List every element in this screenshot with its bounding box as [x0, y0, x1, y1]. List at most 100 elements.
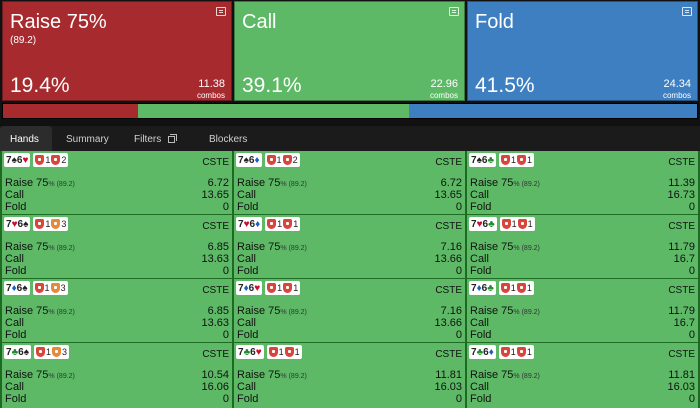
fold-label: Fold — [470, 329, 492, 341]
shield-icon — [516, 283, 526, 293]
hand-label: 7 ♠ 6 ♦ — [236, 153, 262, 167]
hand-cell[interactable]: 7 ♦ 6 ♣ 1 1 CSTE Raise 75% (89.2) 11.79 Call 16.7 F… — [467, 279, 698, 342]
tab-blockers[interactable]: Blockers — [199, 126, 257, 151]
fold-row: Fold 0 — [5, 393, 229, 405]
raise-row: Raise 75% (89.2) 11.81 — [237, 369, 462, 381]
fold-ev: 0 — [455, 329, 462, 341]
hand-cell[interactable]: 7 ♥ 6 ♣ 1 1 CSTE Raise 75% (89.2) 11.79 Call 16.7 F… — [467, 215, 698, 278]
card-suit: ♣ — [243, 346, 251, 358]
hand-cell[interactable]: 7 ♣ 6 ♥ 1 1 CSTE Raise 75% (89.2) 11.81 Call 16.03… — [234, 343, 465, 408]
fold-row: Fold 0 — [5, 329, 229, 341]
card-rank: 7 — [238, 346, 244, 358]
card-suit: ♥ — [22, 154, 29, 166]
blocker-count: 1 — [293, 219, 299, 229]
blocker-count: 1 — [276, 155, 282, 165]
fold-row: Fold 0 — [5, 201, 229, 213]
hand-label: 7 ♦ 6 ♥ — [236, 281, 263, 295]
call-ev: 16.7 — [673, 253, 695, 265]
card-suit: ♠ — [23, 218, 29, 230]
card-rank: 7 — [6, 282, 12, 294]
fold-row: Fold 0 — [470, 201, 695, 213]
raise-row: Raise 75% (89.2) 10.54 — [5, 369, 229, 381]
shield-icon — [283, 219, 293, 229]
card-menu-icon[interactable] — [449, 7, 459, 16]
card-menu-icon[interactable] — [682, 7, 692, 16]
hand-label: 7 ♦ 6 ♠ — [4, 281, 30, 295]
call-row: Call 16.06 — [5, 381, 229, 393]
cste-tag: CSTE — [435, 221, 462, 232]
card-suit: ♦ — [255, 218, 261, 230]
raise-size-label: % (89.2) — [48, 245, 75, 252]
fold-row: Fold 0 — [237, 393, 462, 405]
shield-icon — [50, 283, 60, 293]
shield-icon — [500, 283, 510, 293]
card-rank: 6 — [248, 154, 255, 166]
hand-cell[interactable]: 7 ♣ 6 ♠ 1 3 CSTE Raise 75% (89.2) 10.54 Call 16.06… — [2, 343, 232, 408]
hand-cell[interactable]: 7 ♦ 6 ♠ 1 3 CSTE Raise 75% (89.2) 6.85 Call 13.63 F… — [2, 279, 232, 342]
action-frequency: 39.1% — [242, 74, 302, 97]
raise-ev: 6.72 — [440, 177, 462, 189]
call-row: Call 13.63 — [5, 253, 229, 265]
tab-hands[interactable]: Hands — [0, 126, 52, 151]
call-label: Call — [470, 317, 489, 329]
action-title: Raise 75% — [10, 11, 107, 33]
action-card-fold[interactable]: Fold 41.5% 24.34 combos — [467, 1, 698, 101]
raise-label: Raise 75 — [5, 369, 49, 381]
shield-icon — [35, 155, 45, 165]
raise-row: Raise 75% (89.2) 11.79 — [470, 305, 695, 317]
hand-cell[interactable]: 7 ♥ 6 ♦ 1 1 CSTE Raise 75% (89.2) 7.16 Call 13.66 F… — [234, 215, 465, 278]
raise-ev: 11.79 — [668, 305, 695, 317]
frequency-segment-call — [137, 104, 409, 118]
raise-row: Raise 75% (89.2) 11.81 — [470, 369, 695, 381]
shield-icon — [36, 347, 45, 357]
shield-icon — [282, 155, 292, 165]
card-suit: ♣ — [487, 282, 494, 294]
card-suit: ♠ — [22, 282, 28, 294]
shield-icon — [267, 283, 277, 293]
fold-label: Fold — [237, 393, 259, 405]
fold-row: Fold 0 — [237, 265, 462, 277]
hands-grid: 7 ♠ 6 ♥ 1 2 CSTE Raise 75% (89.2) 6.72 Call 13.65 F… — [0, 151, 700, 408]
call-label: Call — [470, 253, 489, 265]
action-card-raise[interactable]: Raise 75% (89.2) 19.4% 11.38 combos — [2, 1, 232, 101]
card-rank: 6 — [16, 282, 23, 294]
hand-header: 7 ♠ 6 ♣ 1 1 — [469, 153, 535, 167]
card-rank: 7 — [6, 154, 12, 166]
tab-summary[interactable]: Summary — [56, 126, 119, 151]
hand-cell[interactable]: 7 ♠ 6 ♣ 1 1 CSTE Raise 75% (89.2) 11.39 Call 16.73… — [467, 151, 698, 214]
fold-ev: 0 — [455, 201, 462, 213]
hand-cell[interactable]: 7 ♥ 6 ♠ 1 3 CSTE Raise 75% (89.2) 6.85 Call 13.63 F… — [2, 215, 232, 278]
tab-filters[interactable]: Filters — [124, 126, 185, 151]
hand-cell[interactable]: 7 ♣ 6 ♦ 1 1 CSTE Raise 75% (89.2) 11.81 Call 16.03… — [467, 343, 698, 408]
hand-cell[interactable]: 7 ♠ 6 ♦ 1 2 CSTE Raise 75% (89.2) 6.72 Call 13.65 F… — [234, 151, 465, 214]
action-card-call[interactable]: Call 39.1% 22.96 combos — [234, 1, 465, 101]
combos-label: combos — [662, 91, 691, 100]
card-suit: ♦ — [11, 282, 17, 294]
shield-icon — [283, 283, 293, 293]
hand-cell[interactable]: 7 ♦ 6 ♥ 1 1 CSTE Raise 75% (89.2) 7.16 Call 13.66 F… — [234, 279, 465, 342]
fold-ev: 0 — [222, 393, 229, 405]
raise-row: Raise 75% (89.2) 6.72 — [5, 177, 229, 189]
fold-label: Fold — [470, 265, 492, 277]
call-row: Call 16.73 — [470, 189, 695, 201]
call-label: Call — [5, 381, 24, 393]
tab-label: Blockers — [209, 134, 248, 145]
blocker-count: 1 — [277, 283, 283, 293]
copy-icon[interactable] — [168, 134, 178, 143]
fold-row: Fold 0 — [237, 329, 462, 341]
fold-ev: 0 — [222, 201, 229, 213]
hand-cell[interactable]: 7 ♠ 6 ♥ 1 2 CSTE Raise 75% (89.2) 6.72 Call 13.65 F… — [2, 151, 232, 214]
blocker-count: 1 — [527, 219, 533, 229]
blocker-count: 1 — [277, 219, 283, 229]
call-row: Call 13.65 — [237, 189, 462, 201]
call-ev: 13.66 — [434, 317, 462, 329]
card-menu-icon[interactable] — [216, 7, 226, 16]
hand-header: 7 ♣ 6 ♥ 1 1 — [236, 345, 302, 359]
card-suit: ♦ — [488, 346, 494, 358]
raise-size-label: % (89.2) — [513, 373, 540, 380]
hand-header: 7 ♦ 6 ♣ 1 1 — [469, 281, 534, 295]
